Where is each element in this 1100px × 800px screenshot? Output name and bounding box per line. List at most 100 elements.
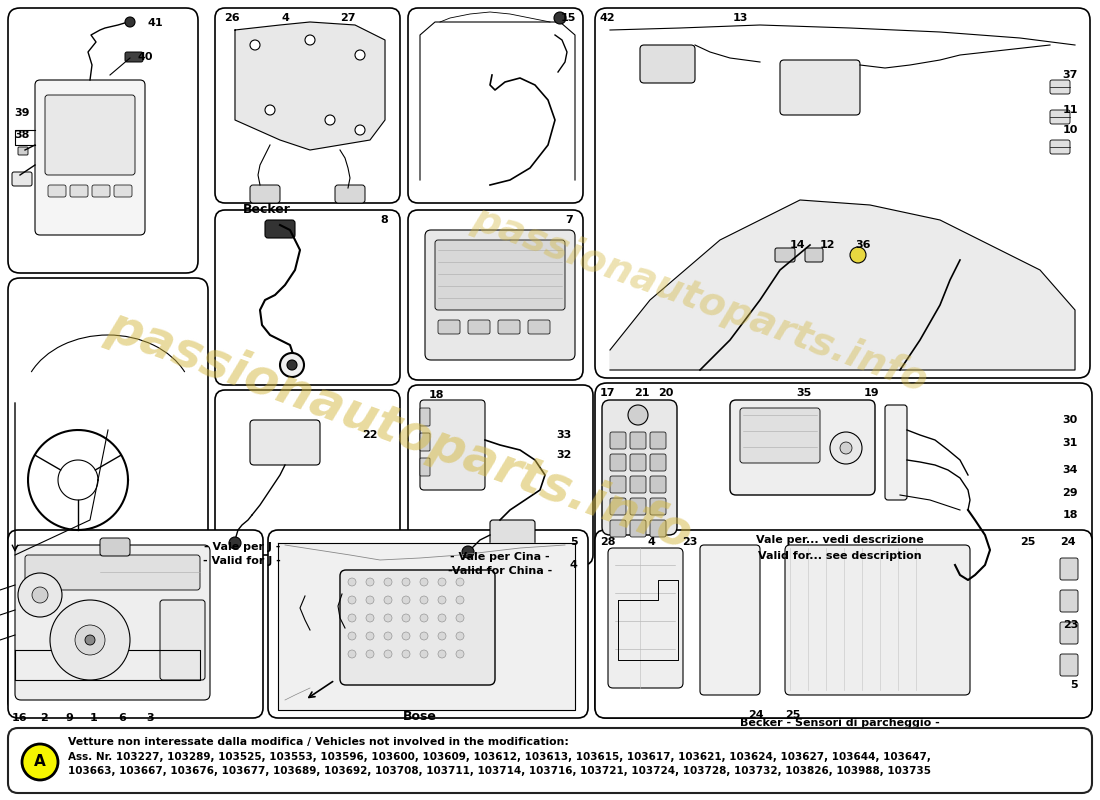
Circle shape <box>324 115 336 125</box>
FancyBboxPatch shape <box>490 520 535 550</box>
Text: 37: 37 <box>1063 70 1078 80</box>
Text: 39: 39 <box>14 108 30 118</box>
Text: Vetture non interessate dalla modifica / Vehicles not involved in the modificati: Vetture non interessate dalla modifica /… <box>68 737 569 747</box>
Circle shape <box>366 596 374 604</box>
Circle shape <box>384 578 392 586</box>
Circle shape <box>420 578 428 586</box>
FancyBboxPatch shape <box>1050 80 1070 94</box>
Circle shape <box>348 632 356 640</box>
Text: 8: 8 <box>379 215 387 225</box>
Circle shape <box>384 650 392 658</box>
Circle shape <box>85 635 95 645</box>
FancyBboxPatch shape <box>408 385 593 565</box>
FancyBboxPatch shape <box>610 498 626 515</box>
Text: 17: 17 <box>600 388 616 398</box>
Circle shape <box>420 632 428 640</box>
Text: 5: 5 <box>570 537 578 547</box>
FancyBboxPatch shape <box>408 8 583 203</box>
FancyBboxPatch shape <box>650 432 666 449</box>
FancyBboxPatch shape <box>35 80 145 235</box>
FancyBboxPatch shape <box>18 147 28 155</box>
Text: 16: 16 <box>12 713 28 723</box>
Text: passionautoparts.info: passionautoparts.info <box>468 200 933 400</box>
Circle shape <box>348 578 356 586</box>
Circle shape <box>456 632 464 640</box>
FancyBboxPatch shape <box>425 230 575 360</box>
Circle shape <box>438 650 446 658</box>
FancyBboxPatch shape <box>214 210 400 385</box>
Text: 1: 1 <box>90 713 98 723</box>
FancyBboxPatch shape <box>268 530 588 718</box>
Text: 30: 30 <box>1063 415 1078 425</box>
Circle shape <box>438 632 446 640</box>
Text: Becker: Becker <box>243 203 290 216</box>
Circle shape <box>32 587 48 603</box>
Text: 21: 21 <box>634 388 649 398</box>
FancyBboxPatch shape <box>434 240 565 310</box>
Text: 28: 28 <box>600 537 616 547</box>
FancyBboxPatch shape <box>780 60 860 115</box>
FancyBboxPatch shape <box>595 8 1090 378</box>
FancyBboxPatch shape <box>8 278 208 713</box>
Circle shape <box>384 632 392 640</box>
FancyBboxPatch shape <box>640 45 695 83</box>
Text: passionautoparts.info: passionautoparts.info <box>101 302 700 558</box>
FancyBboxPatch shape <box>8 530 263 718</box>
FancyBboxPatch shape <box>1060 622 1078 644</box>
FancyBboxPatch shape <box>160 600 205 680</box>
Text: 14: 14 <box>790 240 805 250</box>
Text: 41: 41 <box>148 18 164 28</box>
Circle shape <box>348 596 356 604</box>
Text: 27: 27 <box>340 13 355 23</box>
FancyBboxPatch shape <box>250 185 280 203</box>
Circle shape <box>366 614 374 622</box>
FancyBboxPatch shape <box>650 476 666 493</box>
FancyBboxPatch shape <box>886 405 907 500</box>
FancyBboxPatch shape <box>610 476 626 493</box>
Text: 25: 25 <box>785 710 801 720</box>
Text: - Vale per J -: - Vale per J - <box>204 542 280 552</box>
Circle shape <box>420 614 428 622</box>
FancyBboxPatch shape <box>214 390 400 555</box>
FancyBboxPatch shape <box>785 545 970 695</box>
Circle shape <box>420 596 428 604</box>
Circle shape <box>456 578 464 586</box>
FancyBboxPatch shape <box>336 185 365 203</box>
Text: 11: 11 <box>1063 105 1078 115</box>
Text: 35: 35 <box>796 388 812 398</box>
Text: 24: 24 <box>748 710 763 720</box>
Circle shape <box>348 614 356 622</box>
Text: 10: 10 <box>1063 125 1078 135</box>
Text: A: A <box>34 754 46 770</box>
FancyBboxPatch shape <box>776 248 795 262</box>
FancyBboxPatch shape <box>420 408 430 426</box>
Circle shape <box>402 614 410 622</box>
FancyBboxPatch shape <box>92 185 110 197</box>
Text: 38: 38 <box>14 130 30 140</box>
FancyBboxPatch shape <box>630 454 646 471</box>
FancyBboxPatch shape <box>8 728 1092 793</box>
FancyBboxPatch shape <box>650 520 666 537</box>
Text: 5: 5 <box>1070 680 1078 690</box>
Circle shape <box>355 50 365 60</box>
FancyBboxPatch shape <box>630 432 646 449</box>
Text: 26: 26 <box>224 13 240 23</box>
Circle shape <box>438 596 446 604</box>
FancyBboxPatch shape <box>595 383 1092 718</box>
Polygon shape <box>235 22 385 150</box>
Circle shape <box>348 650 356 658</box>
FancyBboxPatch shape <box>650 454 666 471</box>
Circle shape <box>355 125 365 135</box>
Text: 40: 40 <box>138 52 154 62</box>
FancyBboxPatch shape <box>610 432 626 449</box>
FancyBboxPatch shape <box>25 555 200 590</box>
Circle shape <box>420 650 428 658</box>
FancyBboxPatch shape <box>740 408 820 463</box>
FancyBboxPatch shape <box>120 560 185 645</box>
Circle shape <box>554 12 566 24</box>
FancyBboxPatch shape <box>498 320 520 334</box>
Circle shape <box>456 650 464 658</box>
FancyBboxPatch shape <box>45 95 135 175</box>
Circle shape <box>402 650 410 658</box>
Circle shape <box>438 614 446 622</box>
